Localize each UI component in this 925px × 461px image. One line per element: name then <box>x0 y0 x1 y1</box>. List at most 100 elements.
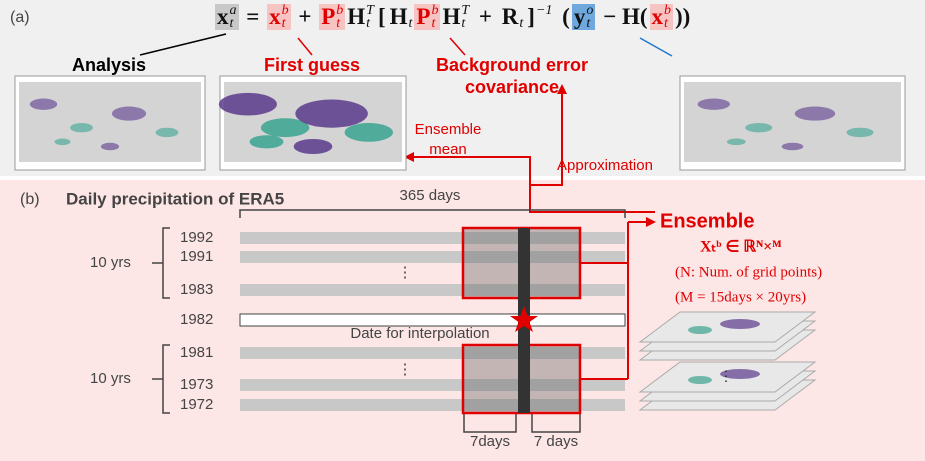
year-label: 1981 <box>180 344 213 361</box>
arrow <box>530 92 563 186</box>
equation-term: ] −1 <box>525 4 554 30</box>
map-precip <box>70 123 93 133</box>
superscript: b <box>336 3 344 18</box>
map-precip <box>260 118 310 138</box>
group-label: 10 yrs <box>90 254 131 271</box>
equation-term: ( <box>554 4 571 30</box>
term-base: + <box>292 4 318 29</box>
term-base: x <box>217 4 229 29</box>
ellipsis: ⋮ <box>398 264 413 281</box>
subscript: t <box>281 16 286 31</box>
span-label: 365 days <box>400 187 461 204</box>
term-base: )) <box>675 4 691 29</box>
year-label: 1983 <box>180 281 213 298</box>
superscript: b <box>664 3 671 18</box>
term-base: − H( <box>597 4 648 29</box>
first-guess-label: First guess <box>264 55 360 75</box>
year-label: 1973 <box>180 376 213 393</box>
equation-term: R t <box>500 4 526 31</box>
arrowhead <box>557 84 567 94</box>
subscript: t <box>461 16 466 31</box>
map-precip <box>688 376 712 384</box>
analysis-label: Analysis <box>72 55 146 75</box>
term-base: x <box>269 4 281 29</box>
term-base: ] <box>527 4 535 29</box>
map-precip <box>688 326 712 334</box>
panel-title: Daily precipitation of ERA5 <box>66 189 284 208</box>
year-label: 1972 <box>180 396 213 413</box>
brace <box>152 227 170 299</box>
term-base: + <box>473 4 498 29</box>
ensemble-formula: Xₜᵇ ∈ ℝᴺ×ᴹ <box>700 239 781 256</box>
brace <box>463 414 581 433</box>
map-precip <box>111 106 147 121</box>
year-label: 1992 <box>180 229 213 246</box>
superscript: T <box>366 3 374 18</box>
map-precip <box>745 123 773 133</box>
map-precip <box>794 106 836 121</box>
subscript: t <box>408 16 413 31</box>
superscript: b <box>431 3 439 18</box>
subscript: t <box>586 16 591 31</box>
panel-label: (a) <box>10 9 30 26</box>
ensemble-title: Ensemble <box>660 210 754 232</box>
connector <box>297 37 313 56</box>
arrowhead <box>646 217 656 227</box>
year-label: 1991 <box>180 248 213 265</box>
equation-term: H t <box>388 4 415 31</box>
term-base: R <box>501 4 519 29</box>
ensemble-note: (N: Num. of grid points) <box>675 264 822 280</box>
map-precip <box>155 127 179 138</box>
star <box>510 306 538 332</box>
group-label: 10 yrs <box>90 370 131 387</box>
term-scripts: t <box>408 4 413 31</box>
interpolation-label: Date for interpolation <box>350 325 489 342</box>
term-base: P <box>321 4 336 29</box>
map-precip <box>293 138 333 155</box>
term-base: ( <box>556 4 570 29</box>
superscript: a <box>229 3 237 18</box>
equation-term: [ <box>376 4 388 30</box>
term-base: P <box>416 4 431 29</box>
term-base: H <box>389 4 408 29</box>
subscript: t <box>519 16 524 31</box>
target-year-bar <box>239 313 626 327</box>
superscript: −1 <box>535 3 553 18</box>
superscript: o <box>586 3 594 18</box>
map-precip <box>295 99 368 128</box>
equation-term: + <box>471 4 500 30</box>
term-base: = <box>240 4 266 29</box>
subscript: t <box>229 16 234 31</box>
covariance-label: covariance <box>465 77 559 97</box>
map-precip <box>29 98 58 110</box>
map-precip <box>697 98 730 110</box>
equation-term: − H( <box>595 4 649 30</box>
subscript: t <box>664 16 668 31</box>
map-precip <box>54 138 71 146</box>
subscript: t <box>431 16 436 31</box>
ellipsis: ⋮ <box>398 361 413 378</box>
equation-term: )) <box>673 4 692 30</box>
panel-label: (b) <box>20 191 40 208</box>
map-precip <box>249 135 284 149</box>
subscript: t <box>336 16 341 31</box>
brace <box>239 209 626 218</box>
arrowhead <box>404 152 414 162</box>
